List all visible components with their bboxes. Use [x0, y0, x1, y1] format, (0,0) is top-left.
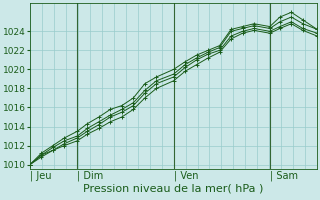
- Text: | Dim: | Dim: [77, 171, 104, 181]
- Text: | Jeu: | Jeu: [30, 171, 52, 181]
- X-axis label: Pression niveau de la mer( hPa ): Pression niveau de la mer( hPa ): [84, 183, 264, 193]
- Text: | Sam: | Sam: [270, 171, 298, 181]
- Text: | Ven: | Ven: [173, 171, 198, 181]
